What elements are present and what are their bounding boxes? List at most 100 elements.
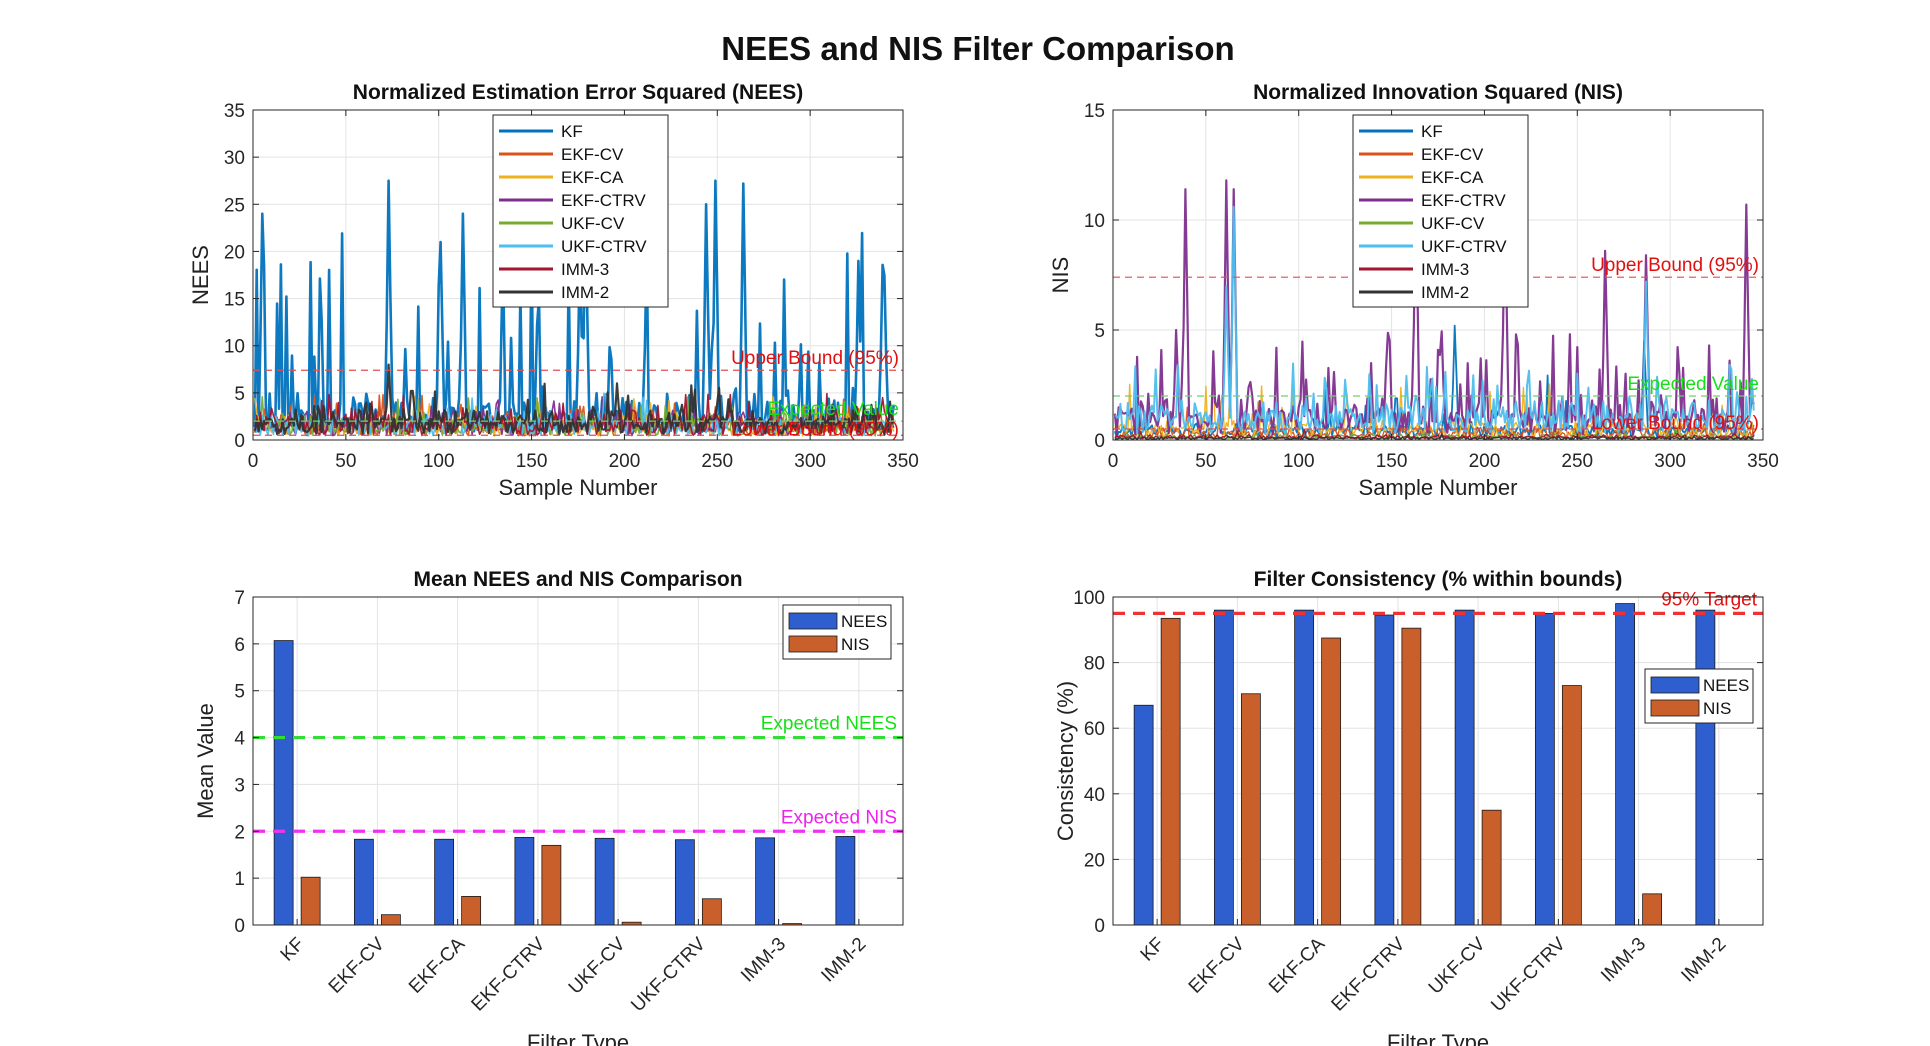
x-tick-label: 350 [887, 451, 919, 472]
x-tick-label: 300 [794, 451, 826, 472]
legend-entry: UKF-CV [561, 214, 625, 233]
legend: NEES NIS [1644, 668, 1754, 724]
bar-nis-ekf-ctrv [541, 844, 562, 926]
reference-line-label: Expected Value [1627, 374, 1759, 395]
y-tick-label: 10 [224, 337, 245, 358]
legend-swatch [788, 612, 838, 630]
x-tick-label: 50 [1195, 451, 1216, 472]
y-axis-label: Consistency (%) [1053, 681, 1078, 841]
legend-swatch [1650, 699, 1700, 717]
legend-entry: UKF-CTRV [561, 237, 647, 256]
reference-line-label: Expected NIS [781, 807, 897, 828]
reference-line-label: Upper Bound (95%) [731, 348, 899, 369]
bar-nis-kf [1160, 617, 1181, 926]
x-tick-label: 200 [609, 451, 641, 472]
legend-entry: NIS [1703, 699, 1731, 718]
series-line-imm-2 [1114, 433, 1754, 440]
panel-title: Filter Consistency (% within bounds) [1254, 568, 1623, 591]
legend-entry: NEES [1703, 676, 1749, 695]
panel-title: Mean NEES and NIS Comparison [413, 568, 742, 591]
axes-box [1112, 596, 1764, 926]
bar-nees-kf [273, 640, 294, 926]
reference-line-label: Lower Bound (95%) [1591, 413, 1759, 434]
x-axis-label: Filter Type [527, 1030, 629, 1046]
y-tick-label: 5 [234, 682, 245, 703]
bar-nis-ekf-ctrv [1401, 627, 1422, 926]
bar-nis-ukf-ctrv [1561, 685, 1582, 926]
legend-entry: NEES [841, 612, 887, 631]
x-axis-label: Filter Type [1387, 1030, 1489, 1046]
y-tick-label: 20 [1084, 850, 1105, 871]
bar-nees-ekf-ctrv [514, 836, 535, 926]
bar-nees-imm-2 [835, 836, 856, 926]
legend-entry: KF [1421, 122, 1443, 141]
bar-nees-ekf-cv [1213, 609, 1234, 926]
legend-entry: EKF-CV [561, 145, 624, 164]
y-tick-label: 0 [1094, 431, 1105, 452]
legend-entry: IMM-2 [561, 283, 609, 302]
legend-box [1352, 114, 1529, 308]
legend-entry: EKF-CA [1421, 168, 1484, 187]
legend-entry: EKF-CA [561, 168, 624, 187]
nis-panel: Upper Bound (95%) Expected Value Lower Bou… [1048, 81, 1779, 500]
bar-nees-kf [1133, 704, 1154, 926]
bar-nees-ekf-cv [353, 838, 374, 926]
plot-area [1113, 179, 1755, 440]
axes-box [252, 596, 904, 926]
series-line-kf [253, 179, 895, 433]
x-tick-label: 150 [516, 451, 548, 472]
bar-nees-imm-3 [755, 837, 776, 926]
legend-entry: UKF-CV [1421, 214, 1485, 233]
bar-nees-ukf-ctrv [1534, 613, 1555, 926]
panel-title: Normalized Innovation Squared (NIS) [1253, 81, 1623, 104]
y-tick-label: 25 [224, 195, 245, 216]
x-tick-label: 150 [1376, 451, 1408, 472]
legend-entry: IMM-3 [561, 260, 609, 279]
y-tick-label: 40 [1084, 785, 1105, 806]
y-tick-label: 1 [234, 869, 245, 890]
y-tick-label: 35 [224, 101, 245, 122]
bar-nees-ekf-ctrv [1374, 614, 1395, 926]
bar-nees-ekf-ca [1294, 609, 1315, 926]
legend-box [492, 114, 669, 308]
y-tick-label: 7 [234, 588, 245, 609]
reference-line-label: 95% Target [1661, 589, 1757, 610]
bar-nis-kf [300, 876, 321, 926]
reference-line-label: Lower Bound (95%) [731, 419, 899, 440]
y-tick-label: 5 [234, 384, 245, 405]
legend: KF EKF-CV EKF-CA EKF-CTRV UKF-CV UKF-CTRV IMM-… [1352, 114, 1529, 308]
bar-nis-ukf-ctrv [701, 898, 722, 926]
bar-nees-imm-2 [1695, 609, 1716, 926]
x-tick-label: 50 [335, 451, 356, 472]
legend-entry: EKF-CTRV [561, 191, 646, 210]
bar-nis-ekf-ca [461, 896, 482, 926]
y-tick-label: 5 [1094, 321, 1105, 342]
bar-nees-ukf-ctrv [674, 839, 695, 926]
y-tick-label: 30 [224, 148, 245, 169]
y-tick-label: 15 [1084, 101, 1105, 122]
figure-title: NEES and NIS Filter Comparison [721, 30, 1234, 67]
x-tick-label: 350 [1747, 451, 1779, 472]
y-tick-label: 0 [234, 431, 245, 452]
bar-nis-ekf-cv [1240, 693, 1261, 926]
x-tick-label: 200 [1469, 451, 1501, 472]
y-tick-label: 100 [1073, 588, 1105, 609]
y-tick-label: 6 [234, 635, 245, 656]
bar-nees-imm-3 [1615, 603, 1636, 926]
x-axis-label: Sample Number [499, 475, 658, 500]
y-axis-label: NEES [188, 245, 213, 305]
reference-line-label: Expected NEES [761, 714, 897, 735]
consistency-panel: 95% Target 0 20 40 60 80 100 Filter Consistency… [1053, 568, 1764, 1046]
y-tick-label: 15 [224, 290, 245, 311]
bar-nis-imm-3 [1642, 893, 1663, 926]
y-tick-label: 0 [234, 916, 245, 937]
legend-entry: IMM-2 [1421, 283, 1469, 302]
y-tick-label: 0 [1094, 916, 1105, 937]
bar-nis-ukf-cv [1481, 809, 1502, 926]
bar-nees-ukf-cv [594, 837, 615, 926]
x-tick-label: 250 [1561, 451, 1593, 472]
series-line-ukf-ctrv [1114, 205, 1755, 435]
axes-box [1112, 109, 1764, 441]
